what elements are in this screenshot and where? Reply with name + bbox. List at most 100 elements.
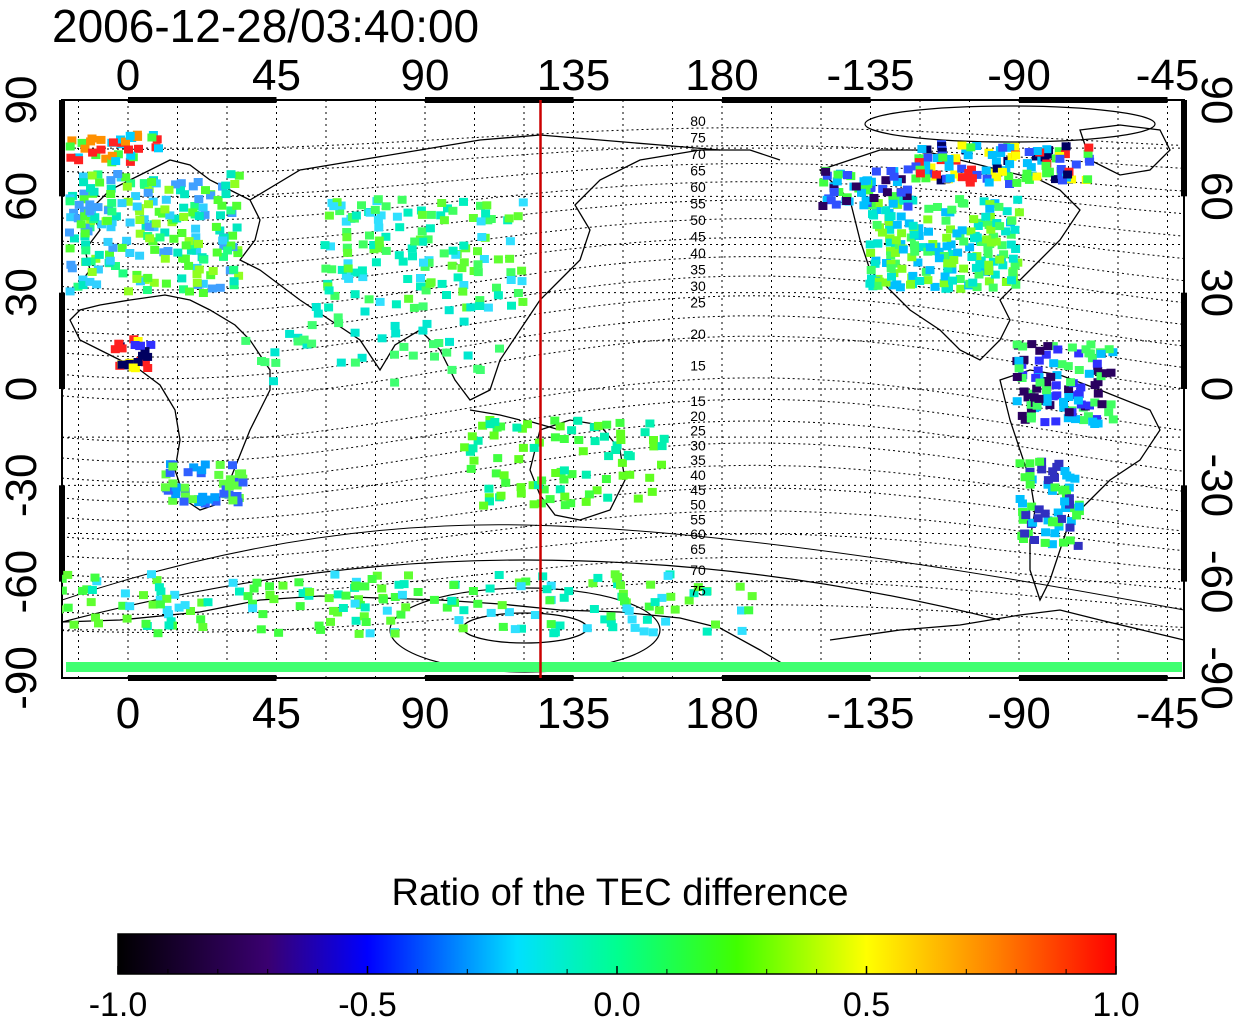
tec-data-patch: [545, 495, 555, 504]
tec-data-patch: [395, 223, 405, 232]
tec-data-patch: [983, 250, 993, 259]
tec-data-patch: [1050, 483, 1060, 492]
tec-data-patch: [1005, 180, 1014, 188]
tec-data-patch: [91, 613, 100, 622]
tec-data-patch: [486, 215, 496, 223]
tec-data-patch: [967, 253, 977, 261]
tec-data-patch: [528, 481, 538, 490]
contour-label: 25: [690, 423, 706, 439]
tec-data-patch: [132, 274, 142, 283]
tec-data-patch: [639, 627, 649, 636]
tec-data-patch: [248, 604, 258, 613]
tec-data-patch: [539, 485, 549, 494]
tec-data-patch: [67, 264, 77, 273]
mag-contour: [62, 315, 1184, 380]
tec-data-patch: [600, 432, 609, 441]
tec-data-patch: [174, 603, 184, 612]
tec-data-patch: [249, 584, 259, 593]
frame-tick-bar: [1181, 100, 1187, 197]
tec-data-patch: [447, 365, 457, 374]
tec-data-patch: [442, 348, 452, 357]
tec-data-patch: [1059, 403, 1069, 412]
tec-data-patch: [945, 174, 955, 183]
tec-data-patch: [657, 593, 667, 602]
tec-data-patch: [219, 252, 228, 261]
tec-data-patch: [65, 197, 75, 206]
tec-data-patch: [105, 250, 114, 259]
tec-data-patch: [445, 337, 454, 346]
tec-data-patch: [645, 473, 655, 482]
tec-data-patch: [612, 574, 622, 583]
tec-data-patch: [1018, 342, 1028, 351]
tec-data-patch: [1108, 415, 1118, 424]
latitude-label: -60: [0, 550, 46, 614]
tec-data-patch: [1017, 411, 1027, 420]
tec-data-patch: [513, 212, 523, 221]
tec-data-patch: [160, 483, 170, 492]
tec-data-patch: [221, 181, 231, 190]
tec-data-patch: [910, 241, 919, 250]
tec-data-patch: [1005, 143, 1015, 152]
tec-data-patch: [1057, 360, 1067, 369]
tec-data-patch: [147, 178, 157, 186]
tec-data-patch: [407, 244, 417, 253]
tec-data-patch: [986, 225, 996, 234]
tec-data-patch: [123, 197, 133, 206]
tec-data-patch: [1012, 178, 1022, 187]
tec-data-patch: [546, 620, 556, 629]
tec-data-patch: [160, 228, 170, 237]
tec-data-patch: [957, 199, 967, 208]
tec-data-patch: [358, 240, 368, 249]
tec-data-patch: [135, 216, 145, 224]
tec-data-patch: [1040, 418, 1050, 427]
tec-data-patch: [192, 270, 202, 279]
contour-labels: 8075706560555045403530252015152025303540…: [690, 113, 706, 599]
tec-data-patch: [184, 237, 194, 246]
tec-data-patch: [122, 236, 132, 245]
tec-data-patch: [589, 605, 599, 613]
tec-data-patch: [1063, 170, 1073, 179]
tec-data-patch: [1042, 145, 1052, 154]
tec-data-patch: [1008, 269, 1018, 278]
tec-data-patch: [198, 289, 208, 297]
tec-data-patch: [1014, 356, 1024, 365]
tec-data-patch: [516, 489, 526, 498]
tec-data-patch: [111, 262, 120, 270]
tec-data-patch: [517, 266, 527, 275]
tec-data-patch: [143, 188, 153, 197]
tec-data-patch: [1074, 502, 1084, 511]
tec-data-patch: [179, 285, 188, 294]
tec-data-patch: [416, 206, 426, 215]
tec-data-patch: [107, 151, 117, 160]
tec-data-patch: [1044, 167, 1054, 176]
tec-data-patch: [468, 444, 478, 453]
mag-contour: [62, 580, 1184, 616]
tec-data-patch: [887, 272, 896, 281]
tec-data-patch: [663, 571, 673, 580]
latitude-label: -30: [0, 454, 46, 518]
tec-data-patch: [78, 172, 88, 181]
tec-data-patch: [644, 602, 654, 611]
tec-data-patch: [320, 241, 330, 250]
tec-data-patch: [63, 603, 73, 612]
tec-data-patch: [485, 497, 494, 506]
tec-data-patch: [143, 273, 153, 282]
coast-siberia: [249, 134, 721, 201]
tec-data-patch: [940, 272, 950, 281]
coastlines: [62, 124, 1184, 669]
tec-data-patch: [890, 242, 900, 250]
tec-data-patch: [399, 580, 409, 589]
tec-data-patch: [179, 497, 189, 506]
tec-data-patch: [63, 570, 73, 579]
tec-data-patch: [1061, 142, 1071, 151]
tec-data-patch: [429, 595, 439, 604]
tec-data-patch: [188, 208, 198, 217]
tec-data-patch: [1084, 369, 1094, 378]
tec-data-patch: [256, 625, 266, 634]
tec-data-patch: [874, 277, 884, 286]
tec-data-patch: [963, 151, 973, 160]
tec-data-patch: [140, 347, 150, 356]
tec-data-patch: [1064, 408, 1074, 417]
tec-data-patch: [1070, 474, 1080, 483]
tec-data-patch: [420, 262, 430, 271]
